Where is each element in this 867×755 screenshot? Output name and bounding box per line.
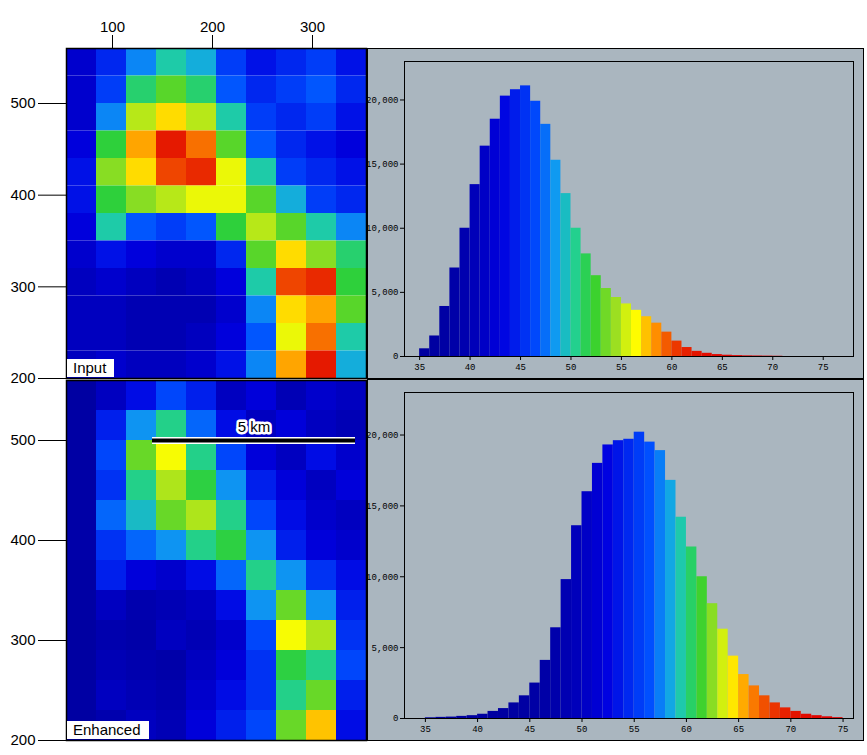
- svg-text:40: 40: [465, 363, 476, 373]
- svg-text:200: 200: [10, 369, 35, 386]
- svg-text:0: 0: [393, 352, 398, 362]
- svg-text:400: 400: [10, 186, 35, 203]
- svg-text:15,000: 15,000: [366, 160, 398, 170]
- svg-text:55: 55: [616, 363, 627, 373]
- svg-text:65: 65: [733, 725, 744, 735]
- svg-text:75: 75: [818, 363, 829, 373]
- svg-text:500: 500: [10, 94, 35, 111]
- svg-text:0: 0: [393, 714, 398, 724]
- svg-text:5,000: 5,000: [371, 644, 398, 654]
- svg-text:45: 45: [524, 725, 535, 735]
- svg-text:500: 500: [10, 431, 35, 448]
- svg-text:60: 60: [666, 363, 677, 373]
- svg-text:200: 200: [10, 731, 35, 748]
- svg-text:20,000: 20,000: [366, 96, 398, 106]
- svg-text:70: 70: [785, 725, 796, 735]
- svg-text:400: 400: [10, 531, 35, 548]
- svg-text:45: 45: [515, 363, 526, 373]
- svg-text:60: 60: [681, 725, 692, 735]
- svg-text:55: 55: [629, 725, 640, 735]
- svg-text:5 km: 5 km: [238, 418, 271, 435]
- svg-text:5,000: 5,000: [371, 288, 398, 298]
- html-text:Enhanced: Enhanced: [73, 721, 141, 738]
- svg-text:65: 65: [717, 363, 728, 373]
- svg-text:35: 35: [414, 363, 425, 373]
- svg-text:50: 50: [577, 725, 588, 735]
- svg-text:300: 300: [10, 278, 35, 295]
- svg-text:100: 100: [100, 18, 125, 35]
- svg-text:50: 50: [566, 363, 577, 373]
- html-text:Input: Input: [73, 359, 107, 376]
- svg-text:300: 300: [10, 631, 35, 648]
- svg-text:15,000: 15,000: [366, 502, 398, 512]
- svg-text:75: 75: [838, 725, 849, 735]
- svg-text:10,000: 10,000: [366, 224, 398, 234]
- svg-text:20,000: 20,000: [366, 431, 398, 441]
- svg-text:70: 70: [767, 363, 778, 373]
- svg-text:10,000: 10,000: [366, 573, 398, 583]
- svg-text:40: 40: [472, 725, 483, 735]
- svg-text:200: 200: [200, 18, 225, 35]
- svg-text:300: 300: [300, 18, 325, 35]
- svg-text:35: 35: [420, 725, 431, 735]
